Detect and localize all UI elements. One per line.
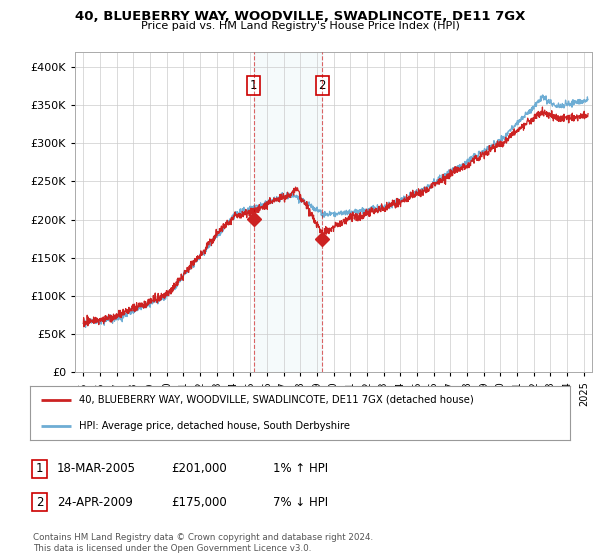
Text: 24-APR-2009: 24-APR-2009 bbox=[57, 496, 133, 509]
Text: 7% ↓ HPI: 7% ↓ HPI bbox=[273, 496, 328, 509]
Text: 2: 2 bbox=[319, 79, 326, 92]
Text: 1% ↑ HPI: 1% ↑ HPI bbox=[273, 462, 328, 475]
Text: £201,000: £201,000 bbox=[171, 462, 227, 475]
Text: 1: 1 bbox=[36, 462, 43, 475]
Text: 1: 1 bbox=[250, 79, 257, 92]
Text: 40, BLUEBERRY WAY, WOODVILLE, SWADLINCOTE, DE11 7GX: 40, BLUEBERRY WAY, WOODVILLE, SWADLINCOT… bbox=[75, 10, 525, 23]
Text: £175,000: £175,000 bbox=[171, 496, 227, 509]
Text: Contains HM Land Registry data © Crown copyright and database right 2024.
This d: Contains HM Land Registry data © Crown c… bbox=[33, 533, 373, 553]
Text: 40, BLUEBERRY WAY, WOODVILLE, SWADLINCOTE, DE11 7GX (detached house): 40, BLUEBERRY WAY, WOODVILLE, SWADLINCOT… bbox=[79, 395, 473, 405]
Bar bbox=[254, 52, 322, 372]
Text: Price paid vs. HM Land Registry's House Price Index (HPI): Price paid vs. HM Land Registry's House … bbox=[140, 21, 460, 31]
Text: 18-MAR-2005: 18-MAR-2005 bbox=[57, 462, 136, 475]
Text: HPI: Average price, detached house, South Derbyshire: HPI: Average price, detached house, Sout… bbox=[79, 421, 350, 431]
Text: 2: 2 bbox=[36, 496, 43, 509]
